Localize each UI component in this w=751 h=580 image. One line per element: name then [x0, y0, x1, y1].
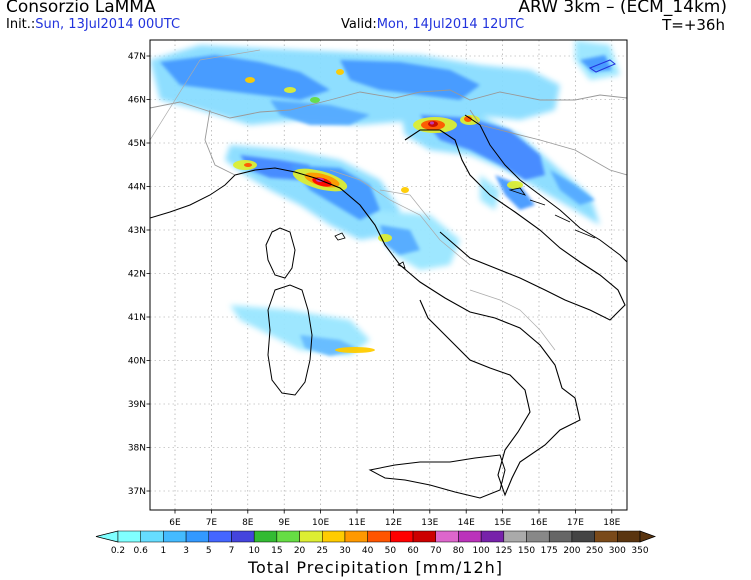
colorbar-box: [276, 530, 300, 543]
lon-label: 6E: [169, 518, 181, 528]
forecast-step: T=+36h: [662, 16, 725, 34]
colorbar-box: [617, 530, 641, 543]
colorbar-level-label: 0.2: [111, 546, 125, 556]
colorbar-box: [571, 530, 595, 543]
colorbar-arrow-left: [95, 530, 119, 543]
colorbar-title: Total Precipitation [mm/12h]: [247, 558, 504, 577]
colorbar-box: [458, 530, 482, 543]
lon-label: 9E: [278, 518, 290, 528]
lat-label: 47N: [128, 52, 146, 62]
colorbar-box: [117, 530, 141, 543]
lat-label: 46N: [128, 96, 146, 106]
colorbar-level-label: 15: [271, 546, 282, 556]
colorbar-level-label: 10: [248, 546, 260, 556]
colorbar-box: [140, 530, 164, 543]
colorbar-level-label: 350: [631, 546, 648, 556]
valid-label: Valid:: [341, 17, 377, 32]
colorbar-box: [526, 530, 550, 543]
colorbar-box: [435, 530, 459, 543]
colorbar-box: [163, 530, 187, 543]
colorbar-level-label: 150: [518, 546, 535, 556]
map-frame: [149, 39, 628, 511]
colorbar-level-label: 3: [183, 546, 189, 556]
valid-time: Valid:Mon, 14Jul2014 12UTC: [341, 17, 524, 32]
longitude-labels: 6E 7E 8E 9E 10E 11E 12E 13E 14E 15E 16E 17E 18E: [169, 510, 621, 528]
lon-label: 11E: [348, 518, 365, 528]
coastlines-borders: [150, 49, 627, 499]
colorbar-box: [253, 530, 278, 543]
lat-label: 45N: [128, 139, 146, 149]
colorbar-level-label: 50: [385, 546, 397, 556]
lon-label: 10E: [312, 518, 329, 528]
colorbar-level-label: 125: [495, 546, 512, 556]
lat-label: 42N: [128, 270, 146, 280]
lat-label: 41N: [128, 313, 146, 323]
colorbar: [95, 530, 657, 543]
lat-label: 37N: [128, 487, 146, 497]
colorbar-level-label: 20: [294, 546, 306, 556]
model-title: ARW 3km – (ECM_14km): [518, 0, 727, 17]
colorbar-arrow-right: [639, 530, 657, 543]
lat-label: 44N: [128, 183, 146, 193]
colorbar-level-label: 100: [473, 546, 490, 556]
lon-label: 15E: [494, 518, 511, 528]
lon-label: 18E: [603, 518, 620, 528]
colorbar-level-label: 1: [161, 546, 167, 556]
colorbar-box: [185, 530, 210, 543]
init-label: Init.:: [6, 17, 36, 32]
lat-label: 43N: [128, 226, 146, 236]
colorbar-level-label: 175: [541, 546, 558, 556]
lon-label: 14E: [458, 518, 475, 528]
colorbar-box: [208, 530, 232, 543]
lat-label: 38N: [128, 444, 146, 454]
colorbar-box: [480, 530, 505, 543]
colorbar-level-label: 250: [586, 546, 603, 556]
lat-label: 39N: [128, 400, 146, 410]
colorbar-level-label: 200: [563, 546, 580, 556]
colorbar-level-label: 40: [362, 546, 374, 556]
colorbar-box: [390, 530, 414, 543]
lon-label: 16E: [530, 518, 547, 528]
latitude-labels: 47N 46N 45N 44N 43N 42N 41N 40N 39N 38N 37N: [128, 52, 150, 497]
colorbar-box: [412, 530, 436, 543]
colorbar-box: [231, 530, 255, 543]
colorbar-box: [299, 530, 323, 543]
colorbar-level-label: 0.6: [134, 546, 149, 556]
colorbar-level-label: 60: [407, 546, 419, 556]
init-time: Init.:Sun, 13Jul2014 00UTC: [6, 17, 180, 32]
colorbar-level-label: 7: [229, 546, 235, 556]
colorbar-level-label: 25: [317, 546, 328, 556]
lon-label: 17E: [567, 518, 584, 528]
colorbar-box: [367, 530, 391, 543]
colorbar-box: [594, 530, 618, 543]
init-value: Sun, 13Jul2014 00UTC: [35, 17, 181, 32]
lon-label: 12E: [385, 518, 402, 528]
colorbar-box: [322, 530, 346, 543]
colorbar-box: [503, 530, 527, 543]
colorbar-labels: 0.2 0.6 1 3 5 7 10 15 20 25 30 40 50 60 70 80 100 125 150 1…: [111, 546, 649, 556]
lat-label: 40N: [128, 357, 146, 367]
valid-value: Mon, 14Jul2014 12UTC: [376, 17, 525, 32]
lon-label: 7E: [206, 518, 218, 528]
lon-label: 13E: [421, 518, 438, 528]
colorbar-level-label: 5: [206, 546, 212, 556]
colorbar-box: [548, 530, 573, 543]
colorbar-box: [344, 530, 368, 543]
colorbar-level-label: 30: [339, 546, 351, 556]
lon-label: 8E: [242, 518, 254, 528]
colorbar-level-label: 70: [430, 546, 442, 556]
organization-title: Consorzio LaMMA: [6, 0, 156, 17]
colorbar-level-label: 300: [609, 546, 626, 556]
colorbar-level-label: 80: [453, 546, 465, 556]
